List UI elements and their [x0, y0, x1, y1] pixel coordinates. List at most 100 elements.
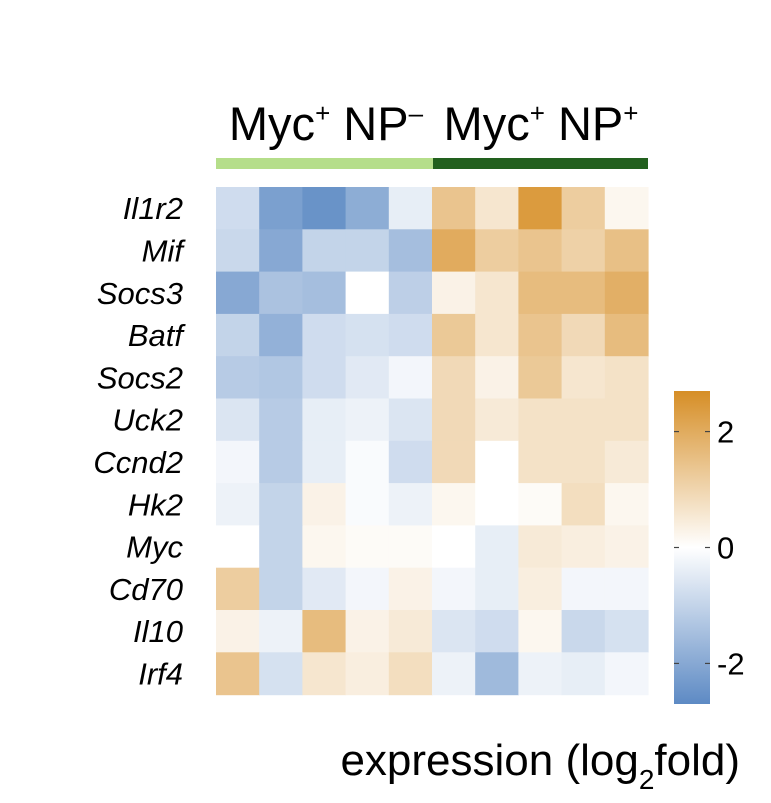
heatmap-cell	[475, 610, 519, 653]
heatmap-cell	[388, 483, 433, 526]
heatmap-cell	[388, 187, 433, 230]
heatmap-cell	[604, 187, 649, 230]
heatmap-cell	[518, 610, 563, 653]
heatmap-cell	[475, 652, 519, 696]
heatmap-cell	[604, 229, 649, 273]
heatmap-cell	[561, 652, 606, 696]
heatmap-cell	[604, 483, 649, 526]
heatmap-cell	[432, 652, 476, 696]
heatmap-cell	[302, 440, 347, 484]
heatmap-cell	[345, 356, 390, 400]
heatmap-cell	[216, 483, 260, 526]
heatmap-cell	[561, 525, 606, 569]
heatmap-cell	[302, 187, 347, 230]
heatmap-cell	[259, 483, 303, 526]
row-label: Hk2	[128, 487, 183, 522]
group-bar-np-negative	[216, 158, 433, 169]
heatmap-cell	[388, 525, 433, 569]
heatmap-cell	[388, 567, 433, 611]
heatmap-cell	[561, 229, 606, 273]
heatmap-cell	[518, 313, 563, 357]
heatmap-cell	[216, 398, 260, 442]
heatmap-cell	[259, 652, 303, 696]
heatmap-cell	[259, 525, 303, 569]
heatmap-cell	[561, 313, 606, 357]
heatmap-cell	[432, 567, 476, 611]
heatmap-cell	[302, 483, 347, 526]
heatmap-cell	[259, 313, 303, 357]
heatmap-cell	[259, 229, 303, 273]
heatmap-cell	[475, 440, 519, 484]
heatmap-cell	[345, 187, 390, 230]
heatmap-cell	[388, 652, 433, 696]
heatmap-cell	[604, 271, 649, 315]
heatmap-cell	[475, 398, 519, 442]
heatmap-cell	[216, 652, 260, 696]
heatmap-cell	[302, 313, 347, 357]
heatmap-cell	[475, 525, 519, 569]
group-label-np-negative: Myc+ NP–	[229, 97, 424, 150]
heatmap-cell	[475, 313, 519, 357]
heatmap-cell	[518, 567, 563, 611]
heatmap-cell	[259, 398, 303, 442]
heatmap-cells	[216, 187, 649, 696]
heatmap-cell	[388, 398, 433, 442]
heatmap-cell	[561, 483, 606, 526]
row-label: Socs3	[97, 276, 183, 311]
heatmap-cell	[518, 271, 563, 315]
heatmap-cell	[518, 229, 563, 273]
heatmap-cell	[345, 652, 390, 696]
heatmap-cell	[475, 356, 519, 400]
row-label: Irf4	[138, 656, 183, 691]
heatmap-cell	[432, 525, 476, 569]
heatmap-cell	[475, 229, 519, 273]
colorbar-tick-label: -2	[717, 646, 745, 681]
heatmap-cell	[345, 271, 390, 315]
heatmap-cell	[216, 271, 260, 315]
row-label: Il1r2	[123, 191, 183, 226]
heatmap-cell	[216, 229, 260, 273]
group-bar-np-positive	[433, 158, 648, 169]
heatmap-cell	[518, 525, 563, 569]
heatmap-cell	[345, 525, 390, 569]
row-label: Mif	[142, 233, 187, 268]
colorbar-tick-label: 0	[717, 531, 734, 566]
heatmap-cell	[259, 440, 303, 484]
heatmap-cell	[432, 313, 476, 357]
heatmap-cell	[432, 483, 476, 526]
heatmap-cell	[302, 567, 347, 611]
row-label: Myc	[126, 530, 183, 565]
heatmap-cell	[216, 610, 260, 653]
heatmap-cell	[388, 271, 433, 315]
heatmap-cell	[561, 398, 606, 442]
heatmap-cell	[604, 652, 649, 696]
heatmap-cell	[259, 610, 303, 653]
row-label: Socs2	[97, 360, 183, 395]
heatmap-cell	[475, 271, 519, 315]
row-label: Ccnd2	[93, 445, 183, 480]
heatmap-cell	[518, 398, 563, 442]
heatmap-cell	[518, 187, 563, 230]
heatmap-cell	[475, 483, 519, 526]
row-label: Cd70	[109, 572, 183, 607]
heatmap-cell	[604, 525, 649, 569]
heatmap-cell	[302, 398, 347, 442]
heatmap-cell	[604, 440, 649, 484]
heatmap-cell	[302, 610, 347, 653]
heatmap-cell	[302, 525, 347, 569]
heatmap-cell	[302, 356, 347, 400]
heatmap-cell	[561, 271, 606, 315]
heatmap-cell	[432, 398, 476, 442]
heatmap-cell	[388, 356, 433, 400]
heatmap-cell	[561, 610, 606, 653]
heatmap-cell	[345, 313, 390, 357]
heatmap-cell	[216, 313, 260, 357]
heatmap-cell	[388, 313, 433, 357]
heatmap-cell	[604, 398, 649, 442]
heatmap-cell	[432, 356, 476, 400]
heatmap-cell	[475, 567, 519, 611]
heatmap-cell	[432, 440, 476, 484]
colorbar	[674, 391, 710, 704]
heatmap-cell	[216, 440, 260, 484]
